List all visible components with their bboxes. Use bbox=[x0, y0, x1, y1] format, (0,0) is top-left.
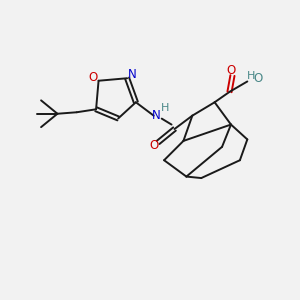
Text: N: N bbox=[152, 109, 161, 122]
Text: H: H bbox=[247, 71, 255, 81]
Text: O: O bbox=[226, 64, 236, 77]
Text: O: O bbox=[149, 140, 158, 152]
Text: H: H bbox=[160, 103, 169, 113]
Text: O: O bbox=[253, 72, 262, 85]
Text: N: N bbox=[128, 68, 137, 81]
Text: O: O bbox=[88, 71, 98, 84]
